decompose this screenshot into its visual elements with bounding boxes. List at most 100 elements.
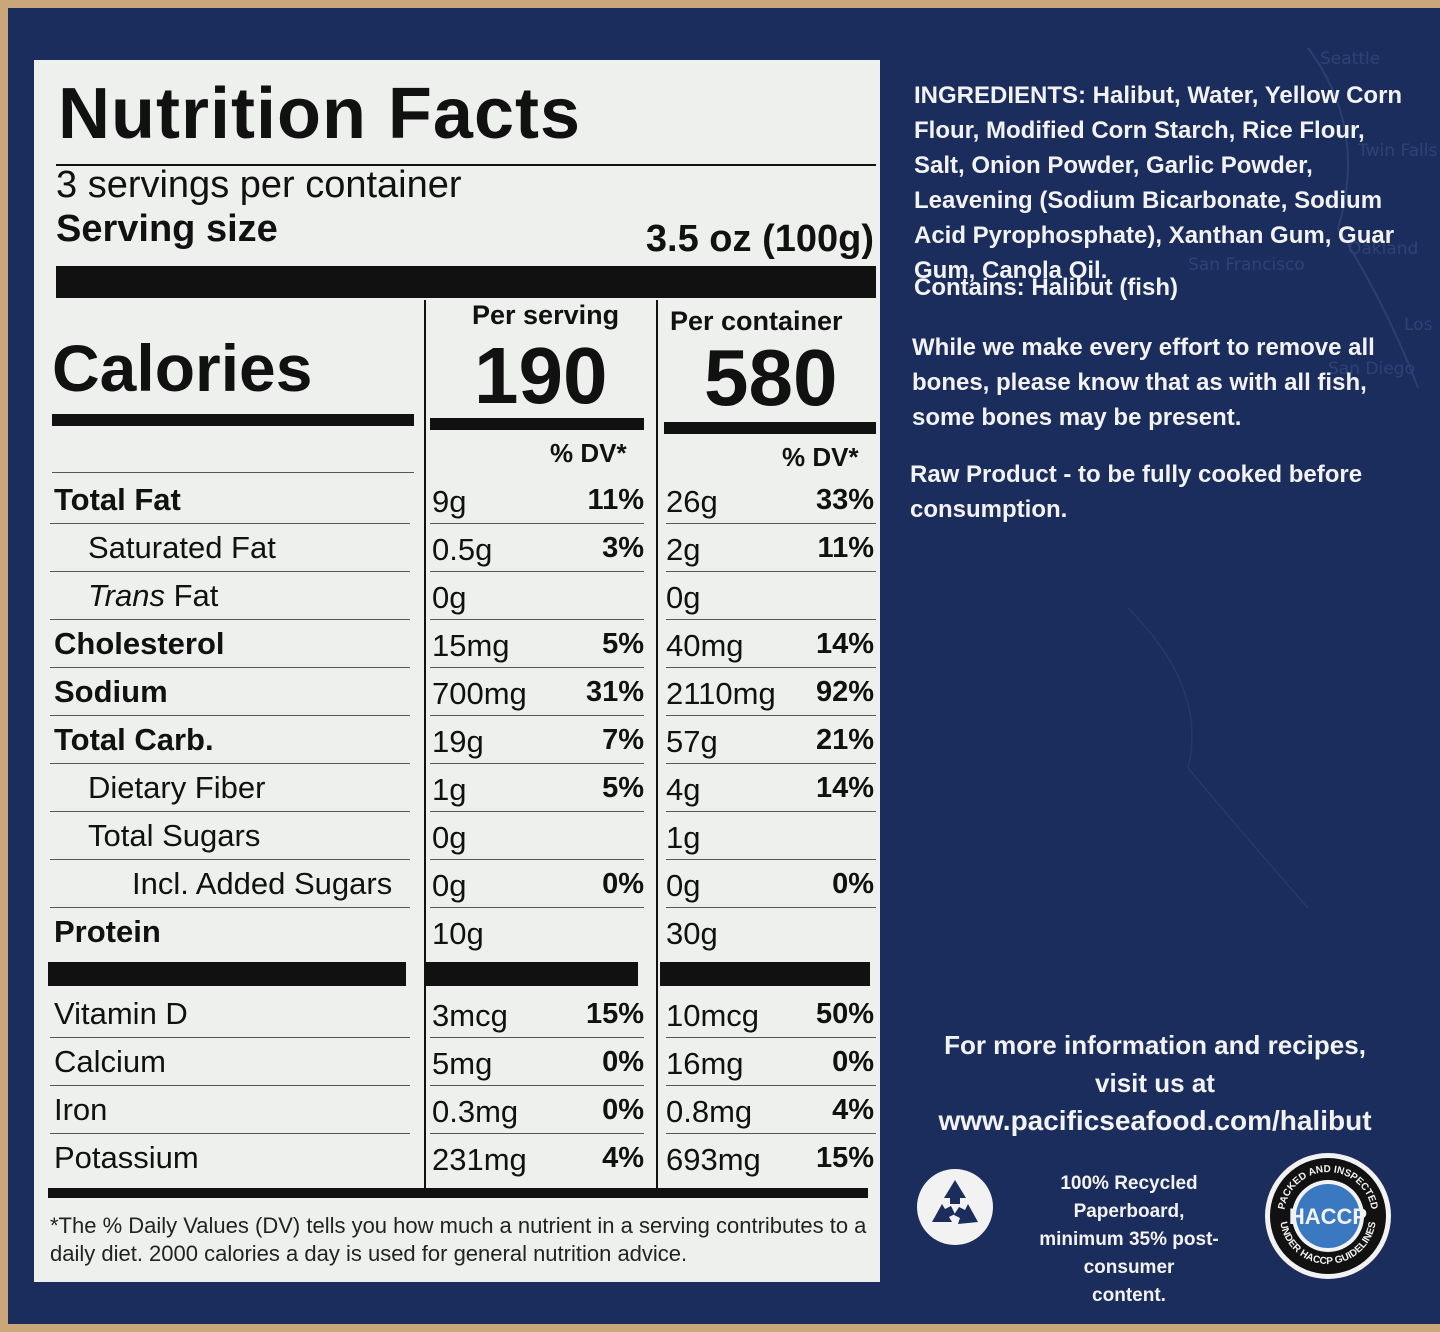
amount-per-container: 40mg	[666, 628, 744, 663]
amount-per-container: 0g	[666, 580, 701, 615]
servings-per-container: 3 servings per container	[56, 164, 462, 206]
nutrient-row-added-sugars: Incl. Added Sugars 0g 0% 0g 0%	[46, 860, 876, 908]
dv-per-serving: 7%	[602, 724, 644, 756]
dv-per-serving: 5%	[602, 628, 644, 660]
amount-per-serving: 0.3mg	[432, 1094, 519, 1129]
calories-per-container: 580	[704, 333, 838, 422]
map-label-oakland: Oakland	[1348, 239, 1418, 259]
amount-per-serving: 1g	[432, 772, 467, 807]
amount-per-container: 30g	[666, 916, 718, 951]
amount-per-container: 4g	[666, 772, 701, 807]
dv-per-container: 33%	[815, 484, 874, 516]
thick-rule-vitamins-1	[48, 962, 406, 986]
nutrient-name: Dietary Fiber	[88, 770, 266, 805]
amount-per-container: 2g	[666, 532, 701, 567]
amount-per-serving: 0g	[432, 580, 467, 615]
nutrient-name: Iron	[54, 1092, 108, 1127]
amount-per-serving: 231mg	[432, 1142, 527, 1177]
nutrient-row-dietary-fiber: Dietary Fiber 1g 5% 4g 14%	[46, 764, 876, 812]
map-label-san-francisco: San Francisco	[1188, 255, 1305, 275]
per-serving-header: Per serving	[472, 300, 620, 330]
amount-per-container: 0g	[666, 868, 701, 903]
dv-per-serving: 5%	[602, 772, 644, 804]
amount-per-container: 0.8mg	[666, 1094, 753, 1129]
dv-per-container: 4%	[832, 1094, 874, 1126]
amount-per-container: 16mg	[666, 1046, 744, 1081]
thick-rule-vitamins-3	[660, 962, 870, 986]
dv-per-container: 0%	[832, 868, 874, 900]
nutrient-row-cholesterol: Cholesterol 15mg 5% 40mg 14%	[46, 620, 876, 668]
nutrient-row-vitamin-d: Vitamin D 3mcg 15% 10mcg 50%	[46, 990, 876, 1038]
amount-per-serving: 9g	[432, 484, 467, 519]
haccp-seal-icon: HACCP PACKED AND INSPECTED UNDER HACCP G…	[1265, 1153, 1391, 1279]
dv-header-container: % DV*	[782, 442, 859, 472]
amount-per-container: 693mg	[666, 1142, 761, 1177]
thick-rule-top	[56, 266, 876, 298]
nutrient-name: Vitamin D	[54, 996, 188, 1031]
amount-per-serving: 19g	[432, 724, 484, 759]
amount-per-serving: 700mg	[432, 676, 527, 711]
nutrient-name: Potassium	[54, 1140, 199, 1175]
nutrient-name: Total Carb.	[54, 722, 214, 757]
nutrient-row-sodium: Sodium 700mg 31% 2110mg 92%	[46, 668, 876, 716]
nutrient-name: Total Sugars	[88, 818, 261, 853]
amount-per-serving: 15mg	[432, 628, 510, 663]
dv-per-serving: 11%	[587, 484, 644, 516]
nutrient-name: Total Fat	[54, 482, 181, 517]
per-container-header: Per container	[670, 306, 843, 336]
calories-per-serving: 190	[474, 331, 608, 420]
nutrient-row-trans-fat: Trans Fat 0g 0g	[46, 572, 876, 620]
amount-per-serving: 0g	[432, 820, 467, 855]
dv-per-serving: 3%	[602, 532, 644, 564]
map-background: Seattle Twin Falls San Francisco Oakland…	[1127, 47, 1437, 909]
allergen-statement: Contains: Halibut (fish)	[914, 274, 1178, 301]
dv-per-container: 15%	[815, 1142, 874, 1174]
dv-per-container: 14%	[815, 772, 874, 804]
serving-size-label: Serving size	[56, 208, 278, 250]
nutrient-name: Calcium	[54, 1044, 166, 1079]
amount-per-container: 2110mg	[666, 676, 776, 711]
calories-label: Calories	[52, 331, 313, 405]
dv-per-container: 92%	[815, 676, 874, 708]
more-info-text: For more information and recipes, visit …	[944, 1030, 1366, 1098]
title-rule	[56, 164, 876, 166]
thick-rule-bottom	[48, 1188, 868, 1198]
recycle-icon	[917, 1169, 993, 1245]
column-separator-2	[656, 300, 658, 1190]
nutrient-name: Saturated Fat	[88, 530, 276, 565]
nutrient-row-total-sugars: Total Sugars 0g 1g	[46, 812, 876, 860]
thick-rule-vitamins-2	[424, 962, 638, 986]
nutrient-name: Trans Fat	[88, 578, 219, 613]
nutrient-name: Protein	[54, 914, 161, 949]
amount-per-serving: 3mcg	[432, 998, 508, 1033]
more-info-block: For more information and recipes, visit …	[920, 1026, 1390, 1140]
amount-per-serving: 10g	[432, 916, 484, 951]
amount-per-container: 1g	[666, 820, 701, 855]
map-label-seattle: Seattle	[1320, 49, 1380, 69]
serving-size-value: 3.5 oz (100g)	[645, 218, 874, 260]
nutrient-row-iron: Iron 0.3mg 0% 0.8mg 4%	[46, 1086, 876, 1134]
raw-product-notice: Raw Product - to be fully cooked before …	[910, 461, 1363, 523]
dv-per-container: 50%	[815, 998, 874, 1030]
dv-per-container: 14%	[815, 628, 874, 660]
nutrient-row-total-fat: Total Fat 9g 11% 26g 33%	[46, 476, 876, 524]
dv-header-serving: % DV*	[550, 438, 627, 468]
amount-per-serving: 5mg	[432, 1046, 493, 1081]
nutrient-row-potassium: Potassium 231mg 4% 693mg 15%	[46, 1134, 874, 1182]
dv-per-container: 0%	[832, 1046, 874, 1078]
dv-per-serving: 15%	[585, 998, 644, 1030]
website-url: www.pacificseafood.com/halibut	[938, 1105, 1372, 1136]
recycled-paperboard-notice: 100% Recycled Paperboard, minimum 35% po…	[1006, 1170, 1252, 1310]
dv-per-container: 11%	[817, 532, 874, 564]
dv-footnote: *The % Daily Values (DV) tells you how m…	[50, 1213, 867, 1266]
dv-per-serving: 0%	[602, 1046, 644, 1078]
amount-per-container: 10mcg	[666, 998, 760, 1033]
nutrient-row-total-carb: Total Carb. 19g 7% 57g 21%	[46, 716, 876, 764]
amount-per-container: 57g	[666, 724, 718, 759]
nutrition-facts-label: Nutrition Facts 3 servings per container…	[34, 60, 880, 1282]
nutrient-name: Cholesterol	[54, 626, 225, 661]
nutrient-name: Incl. Added Sugars	[132, 866, 393, 901]
dv-per-serving: 4%	[602, 1142, 644, 1174]
amount-per-serving: 0g	[432, 868, 467, 903]
recycled-line-1: 100% Recycled Paperboard,	[1060, 1173, 1198, 1222]
